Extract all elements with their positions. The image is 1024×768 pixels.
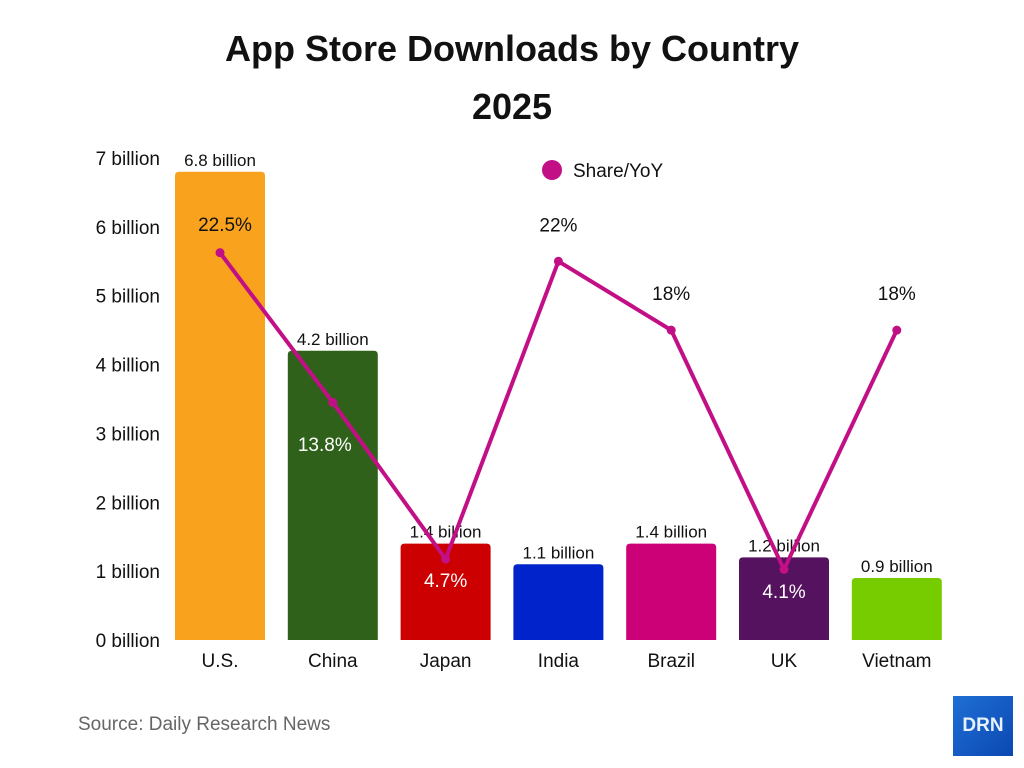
- bar: [626, 543, 717, 640]
- bar-value-label: 1.1 billion: [522, 543, 594, 562]
- x-tick-label: UK: [771, 651, 798, 672]
- bar: [513, 564, 604, 640]
- bar: [851, 578, 942, 640]
- x-tick-label: Japan: [420, 651, 472, 672]
- share-yoy-point: [779, 564, 789, 574]
- share-yoy-label: 4.7%: [424, 571, 467, 592]
- y-tick-label: 7 billion: [96, 149, 160, 170]
- share-yoy-point: [666, 325, 676, 335]
- share-yoy-point: [328, 397, 338, 407]
- y-tick-label: 5 billion: [96, 287, 160, 308]
- bar: [400, 543, 491, 640]
- bar: [739, 557, 829, 640]
- share-yoy-label: 18%: [878, 284, 916, 305]
- bar-value-label: 0.9 billion: [861, 557, 933, 576]
- bar-value-label: 1.4 billion: [635, 523, 707, 542]
- y-tick-label: 4 billion: [96, 356, 160, 377]
- bar: [287, 350, 378, 640]
- x-tick-label: India: [538, 651, 580, 672]
- share-yoy-point: [892, 325, 902, 335]
- x-tick-label: Vietnam: [862, 651, 931, 672]
- share-yoy-label: 22.5%: [198, 215, 252, 236]
- y-tick-label: 6 billion: [96, 218, 160, 239]
- source-note: Source: Daily Research News: [78, 714, 331, 735]
- share-yoy-point: [553, 256, 563, 266]
- chart-subtitle: 2025: [471, 86, 553, 127]
- chart-title: App Store Downloads by Country: [224, 28, 799, 69]
- x-tick-label: U.S.: [202, 651, 239, 672]
- y-tick-label: 2 billion: [96, 493, 160, 514]
- bar-value-label: 6.8 billion: [184, 151, 256, 170]
- x-tick-label: China: [308, 651, 358, 672]
- y-tick-label: 3 billion: [96, 424, 160, 445]
- y-tick-label: 1 billion: [96, 562, 160, 583]
- share-yoy-label: 4.1%: [762, 582, 805, 603]
- x-tick-label: Brazil: [647, 651, 695, 672]
- bar: [175, 171, 265, 640]
- legend-marker: [542, 160, 562, 180]
- legend-label: Share/YoY: [573, 161, 663, 182]
- share-yoy-point: [441, 554, 451, 564]
- share-yoy-point: [215, 248, 225, 258]
- bar-value-label: 4.2 billion: [297, 330, 369, 349]
- bar-value-label: 1.2 billion: [748, 536, 820, 555]
- share-yoy-label: 18%: [652, 284, 690, 305]
- share-yoy-label: 13.8%: [298, 435, 352, 456]
- y-tick-label: 0 billion: [96, 631, 160, 652]
- share-yoy-label: 22%: [539, 215, 577, 236]
- drn-logo: DRN: [953, 696, 1013, 756]
